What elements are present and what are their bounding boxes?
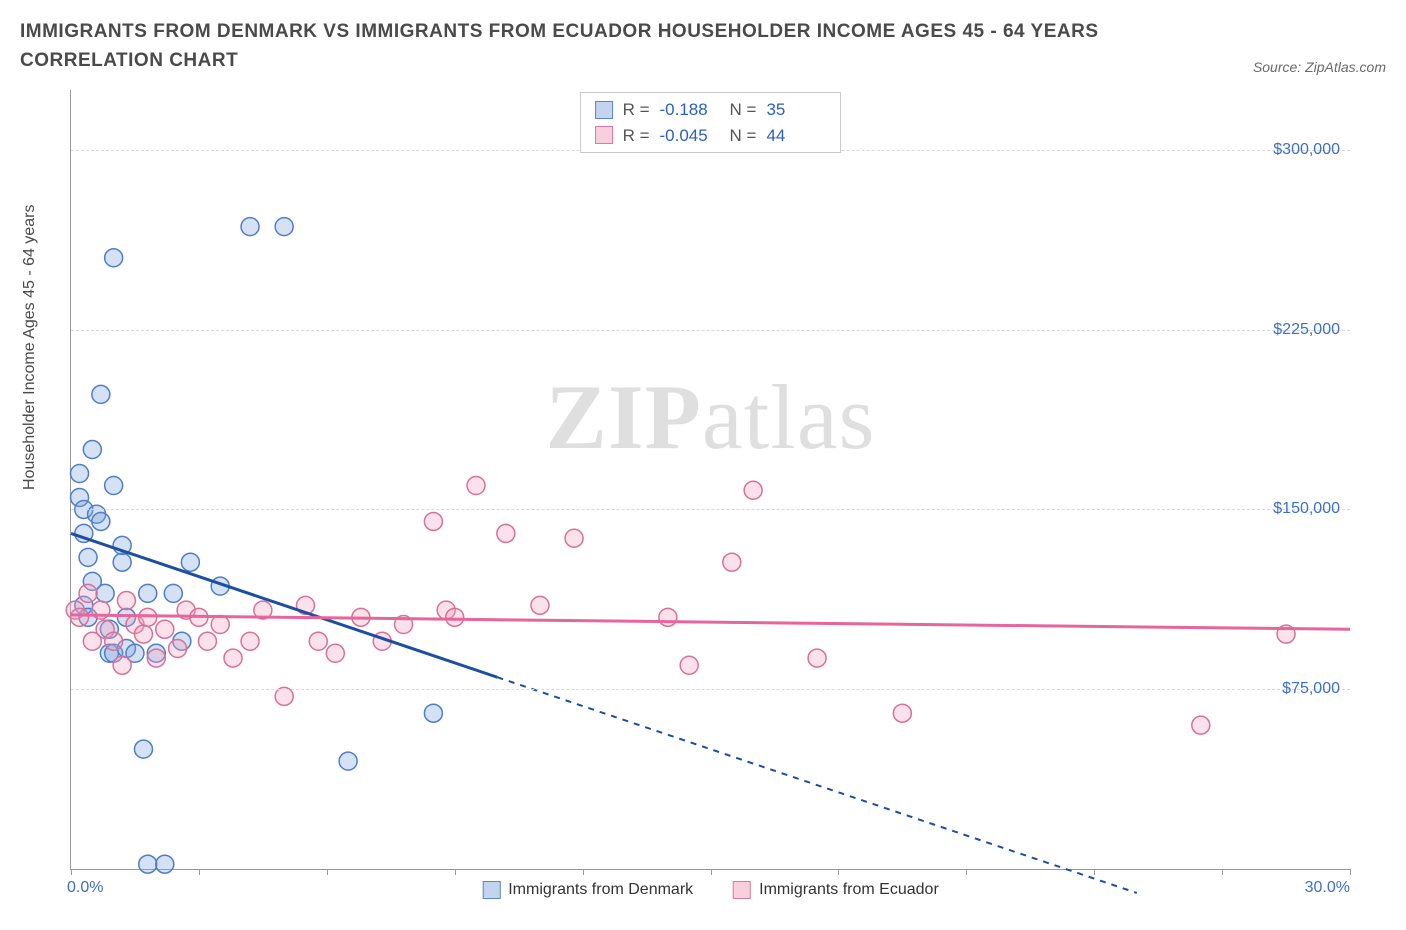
data-point-denmark bbox=[139, 584, 157, 602]
data-point-ecuador bbox=[211, 616, 229, 634]
data-point-ecuador bbox=[134, 625, 152, 643]
data-point-denmark bbox=[164, 584, 182, 602]
data-point-ecuador bbox=[241, 632, 259, 650]
grid-line bbox=[71, 689, 1350, 690]
legend-item-denmark: Immigrants from Denmark bbox=[482, 881, 693, 899]
bottom-legend: Immigrants from Denmark Immigrants from … bbox=[482, 881, 939, 899]
plot-area: R = -0.188 N = 35 R = -0.045 N = 44 ZIPa… bbox=[70, 90, 1350, 870]
data-point-ecuador bbox=[1192, 716, 1210, 734]
data-point-ecuador bbox=[497, 524, 515, 542]
stats-row-ecuador: R = -0.045 N = 44 bbox=[595, 123, 827, 149]
data-point-ecuador bbox=[198, 632, 216, 650]
n-label: N = bbox=[730, 97, 757, 123]
data-point-ecuador bbox=[71, 608, 89, 626]
x-max-label: 30.0% bbox=[1305, 879, 1350, 897]
data-point-denmark bbox=[83, 441, 101, 459]
data-point-denmark bbox=[275, 218, 293, 236]
x-tick bbox=[199, 869, 200, 875]
data-point-ecuador bbox=[156, 620, 174, 638]
x-tick bbox=[966, 869, 967, 875]
data-point-ecuador bbox=[224, 649, 242, 667]
y-tick-label: $150,000 bbox=[1273, 500, 1340, 518]
data-point-ecuador bbox=[467, 476, 485, 494]
r-label: R = bbox=[623, 97, 650, 123]
data-point-ecuador bbox=[808, 649, 826, 667]
x-tick bbox=[1222, 869, 1223, 875]
data-point-ecuador bbox=[147, 649, 165, 667]
data-point-denmark bbox=[92, 385, 110, 403]
data-point-ecuador bbox=[744, 481, 762, 499]
x-tick bbox=[583, 869, 584, 875]
x-tick bbox=[1094, 869, 1095, 875]
stats-legend-box: R = -0.188 N = 35 R = -0.045 N = 44 bbox=[580, 92, 842, 153]
data-point-denmark bbox=[96, 584, 114, 602]
x-tick bbox=[711, 869, 712, 875]
data-point-ecuador bbox=[531, 596, 549, 614]
grid-line bbox=[71, 330, 1350, 331]
data-point-denmark bbox=[71, 465, 89, 483]
page-title: IMMIGRANTS FROM DENMARK VS IMMIGRANTS FR… bbox=[20, 18, 1120, 75]
data-point-denmark bbox=[92, 512, 110, 530]
data-point-ecuador bbox=[565, 529, 583, 547]
x-tick bbox=[838, 869, 839, 875]
legend-item-ecuador: Immigrants from Ecuador bbox=[733, 881, 939, 899]
y-axis-label: Householder Income Ages 45 - 64 years bbox=[21, 205, 39, 491]
data-point-ecuador bbox=[723, 553, 741, 571]
r-value-denmark: -0.188 bbox=[660, 97, 720, 123]
r-value-ecuador: -0.045 bbox=[660, 123, 720, 149]
swatch-denmark-icon bbox=[482, 881, 500, 899]
n-value-denmark: 35 bbox=[766, 97, 826, 123]
data-point-ecuador bbox=[113, 656, 131, 674]
plot-svg bbox=[71, 90, 1350, 869]
trend-line-ext-denmark bbox=[497, 677, 1137, 893]
x-tick bbox=[71, 869, 72, 875]
data-point-denmark bbox=[139, 855, 157, 873]
x-tick bbox=[455, 869, 456, 875]
swatch-denmark-icon bbox=[595, 101, 613, 119]
stats-row-denmark: R = -0.188 N = 35 bbox=[595, 97, 827, 123]
data-point-denmark bbox=[181, 553, 199, 571]
legend-label-denmark: Immigrants from Denmark bbox=[508, 881, 693, 899]
data-point-ecuador bbox=[309, 632, 327, 650]
x-tick bbox=[327, 869, 328, 875]
swatch-ecuador-icon bbox=[733, 881, 751, 899]
y-tick-label: $225,000 bbox=[1273, 321, 1340, 339]
data-point-ecuador bbox=[446, 608, 464, 626]
x-min-label: 0.0% bbox=[67, 879, 103, 897]
data-point-denmark bbox=[241, 218, 259, 236]
data-point-denmark bbox=[105, 249, 123, 267]
swatch-ecuador-icon bbox=[595, 126, 613, 144]
data-point-ecuador bbox=[79, 584, 97, 602]
data-point-ecuador bbox=[326, 644, 344, 662]
trend-line-ecuador bbox=[71, 615, 1350, 629]
data-point-ecuador bbox=[105, 632, 123, 650]
data-point-ecuador bbox=[680, 656, 698, 674]
data-point-ecuador bbox=[659, 608, 677, 626]
y-tick-label: $75,000 bbox=[1282, 680, 1340, 698]
data-point-denmark bbox=[113, 553, 131, 571]
data-point-ecuador bbox=[117, 592, 135, 610]
data-point-ecuador bbox=[169, 639, 187, 657]
x-tick bbox=[1350, 869, 1351, 875]
correlation-chart: Householder Income Ages 45 - 64 years R … bbox=[40, 90, 1386, 900]
source-attribution: Source: ZipAtlas.com bbox=[1253, 59, 1386, 75]
data-point-denmark bbox=[105, 476, 123, 494]
n-label: N = bbox=[730, 123, 757, 149]
data-point-ecuador bbox=[893, 704, 911, 722]
data-point-ecuador bbox=[424, 512, 442, 530]
data-point-denmark bbox=[134, 740, 152, 758]
y-tick-label: $300,000 bbox=[1273, 141, 1340, 159]
data-point-denmark bbox=[79, 548, 97, 566]
n-value-ecuador: 44 bbox=[766, 123, 826, 149]
data-point-denmark bbox=[339, 752, 357, 770]
r-label: R = bbox=[623, 123, 650, 149]
data-point-denmark bbox=[424, 704, 442, 722]
legend-label-ecuador: Immigrants from Ecuador bbox=[759, 881, 939, 899]
grid-line bbox=[71, 509, 1350, 510]
data-point-denmark bbox=[156, 855, 174, 873]
